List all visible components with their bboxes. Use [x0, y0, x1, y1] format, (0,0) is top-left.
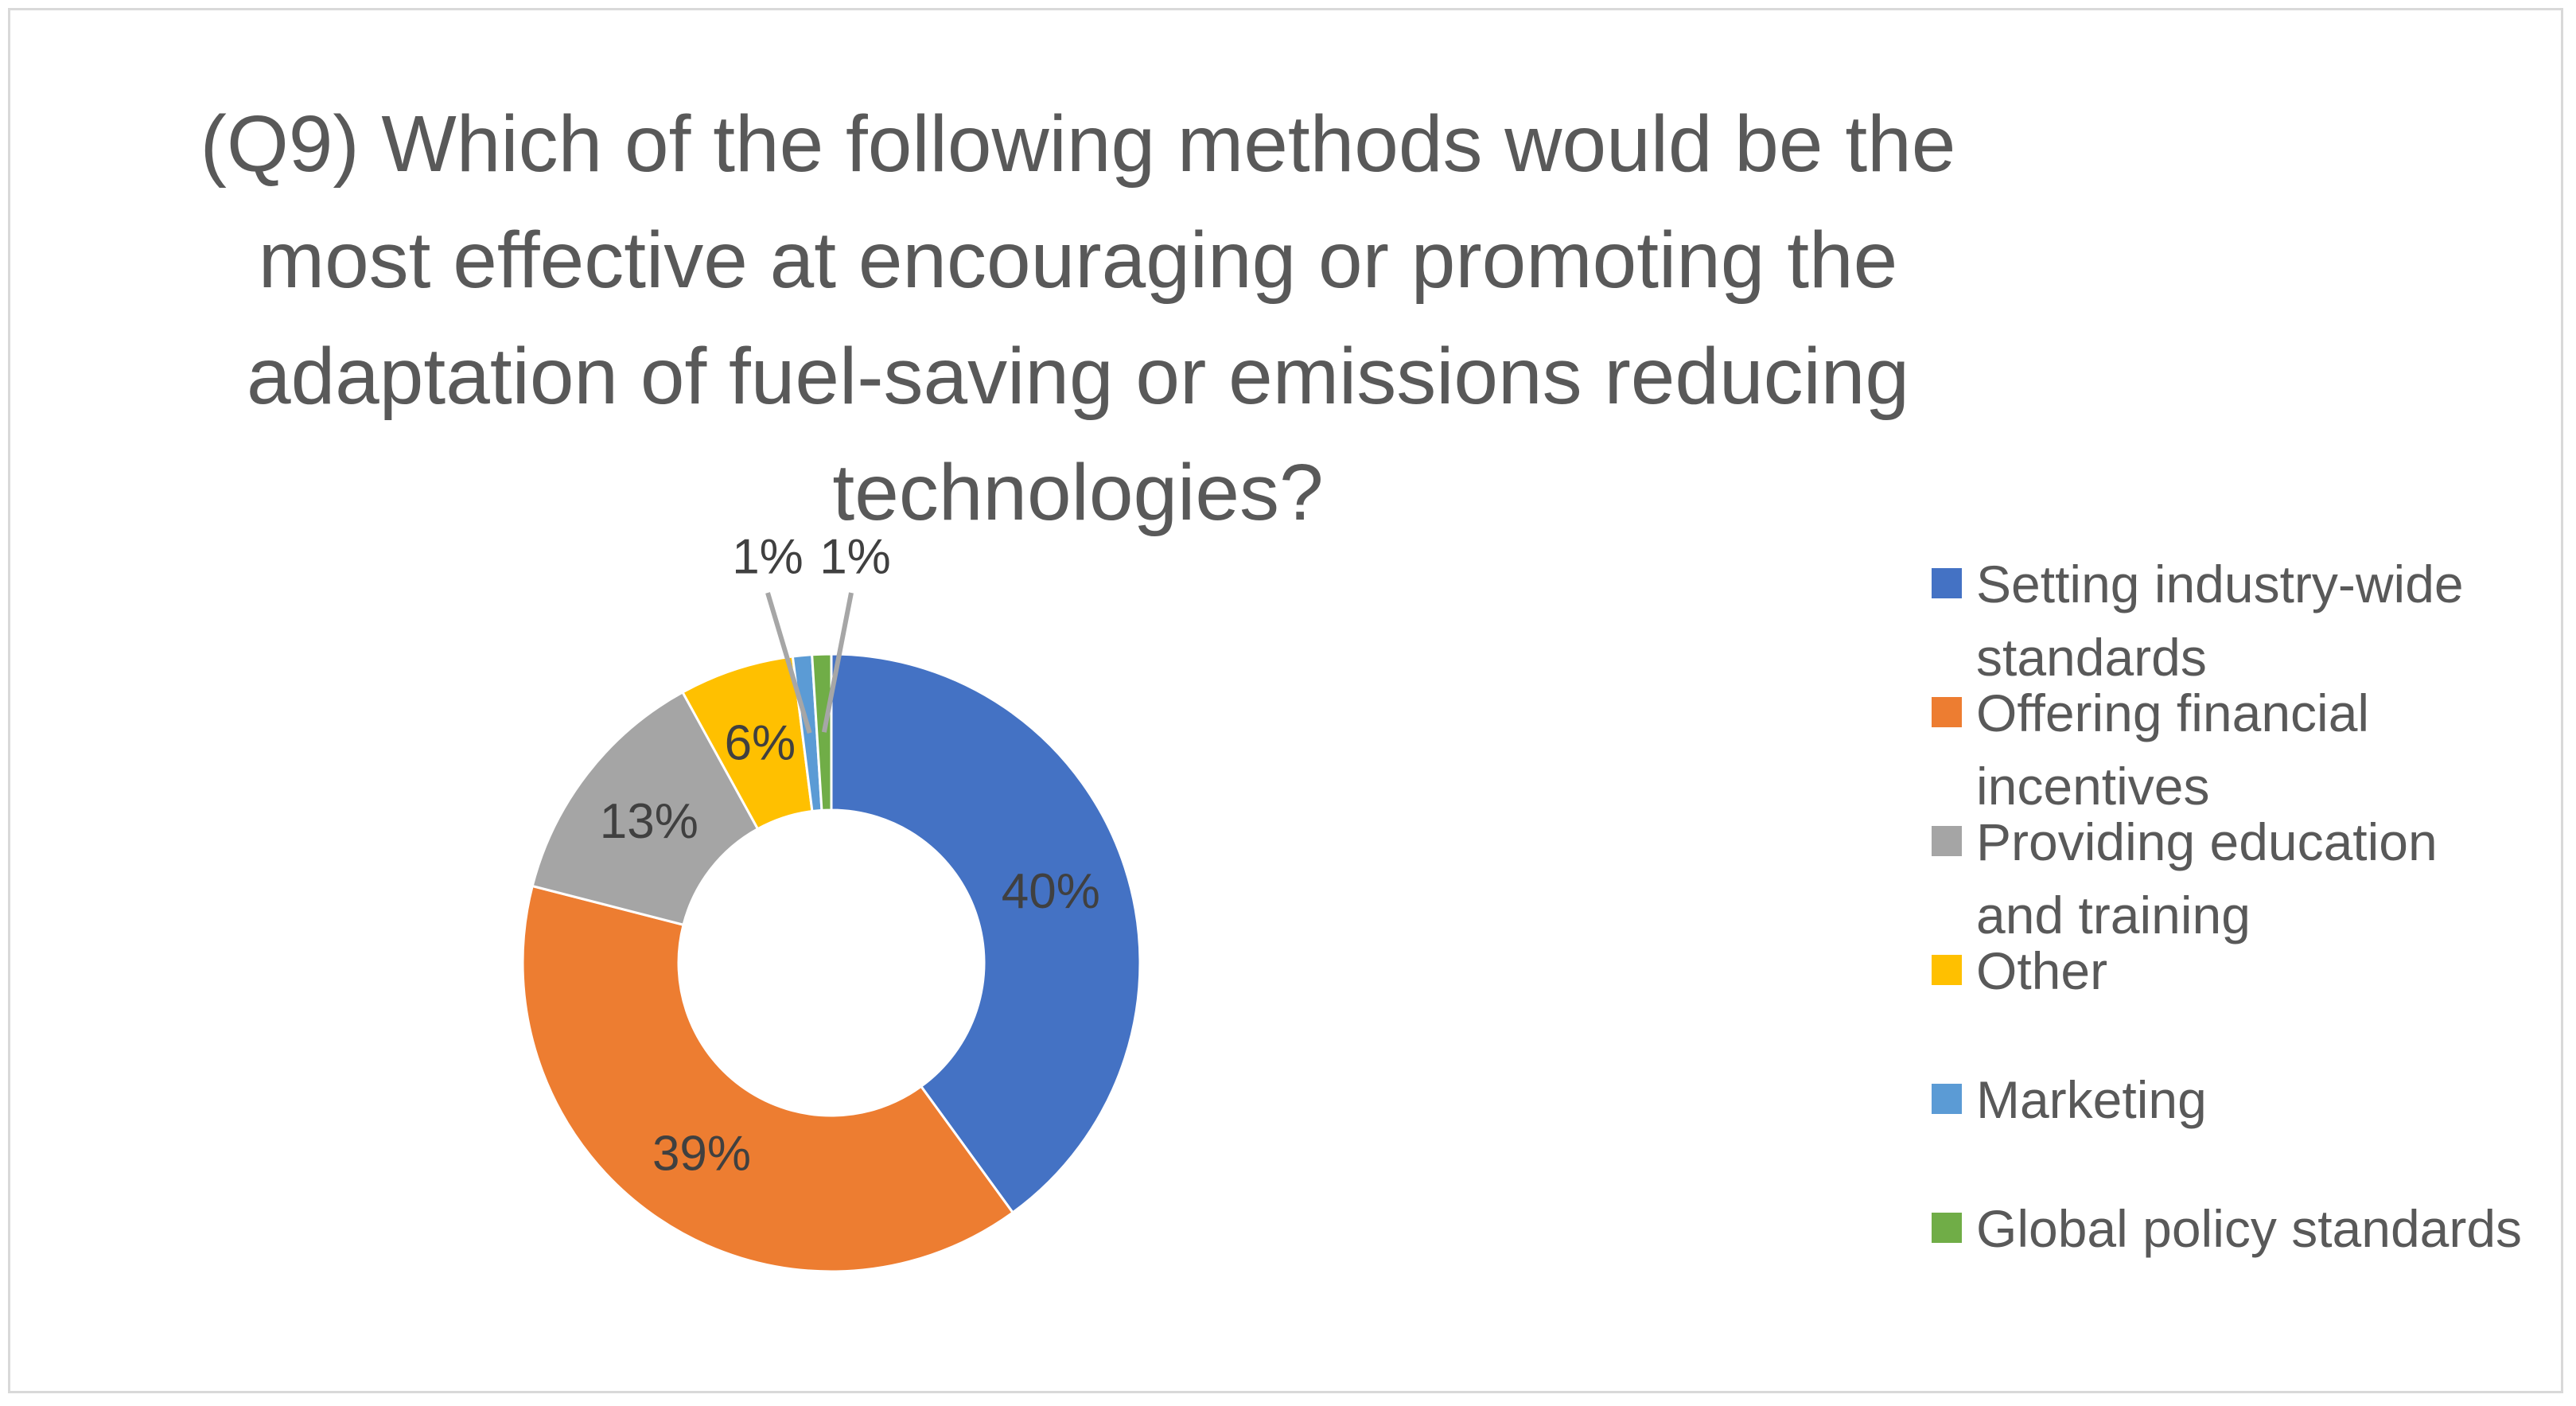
legend-item-offering-financial-incentives: Offering financial incentives	[1932, 676, 2533, 823]
legend-label: Setting industry-wide standards	[1976, 555, 2464, 687]
data-label-offering-financial-incentives: 39%	[652, 1126, 751, 1181]
data-label-setting-industry-wide-standards: 40%	[1002, 864, 1100, 919]
slice-global-policy-standards	[811, 652, 833, 812]
leader-lines	[765, 592, 854, 734]
legend-label: Marketing	[1976, 1070, 2207, 1129]
legend-swatch	[1932, 697, 1962, 727]
leader-line-global-policy-standards	[821, 592, 854, 733]
legend-swatch	[1932, 826, 1962, 856]
slice-offering-financial-incentives	[521, 884, 1015, 1273]
chart-title: (Q9) Which of the following methods woul…	[200, 99, 1956, 537]
leader-line-marketing	[765, 592, 812, 734]
data-label-global-policy-standards: 1%	[819, 530, 891, 585]
legend-label: Providing education and training	[1976, 812, 2438, 944]
data-label-providing-education-and-training: 13%	[600, 794, 698, 849]
legend-swatch	[1932, 955, 1962, 985]
legend-item-global-policy-standards: Global policy standards	[1932, 1192, 2533, 1265]
chart-frame	[8, 8, 2563, 1393]
legend-item-providing-education-and-training: Providing education and training	[1932, 805, 2533, 952]
legend-swatch	[1932, 568, 1962, 598]
data-label-other: 6%	[725, 716, 796, 771]
data-label-marketing: 1%	[732, 530, 804, 585]
legend-item-other: Other	[1932, 934, 2533, 1007]
legend-item-setting-industry-wide-standards: Setting industry-wide standards	[1932, 547, 2533, 694]
legend-swatch	[1932, 1213, 1962, 1243]
legend-swatch	[1932, 1084, 1962, 1114]
slice-setting-industry-wide-standards	[830, 652, 1142, 1214]
legend-label: Global policy standards	[1976, 1199, 2523, 1258]
data-labels: 40% 39% 13% 6% 1% 1%	[600, 530, 1100, 1182]
legend-label: Other	[1976, 941, 2108, 1000]
legend-item-marketing: Marketing	[1932, 1063, 2533, 1136]
donut-slices	[521, 652, 1142, 1273]
legend-label: Offering financial incentives	[1976, 684, 2370, 816]
slice-providing-education-and-training	[531, 690, 760, 927]
